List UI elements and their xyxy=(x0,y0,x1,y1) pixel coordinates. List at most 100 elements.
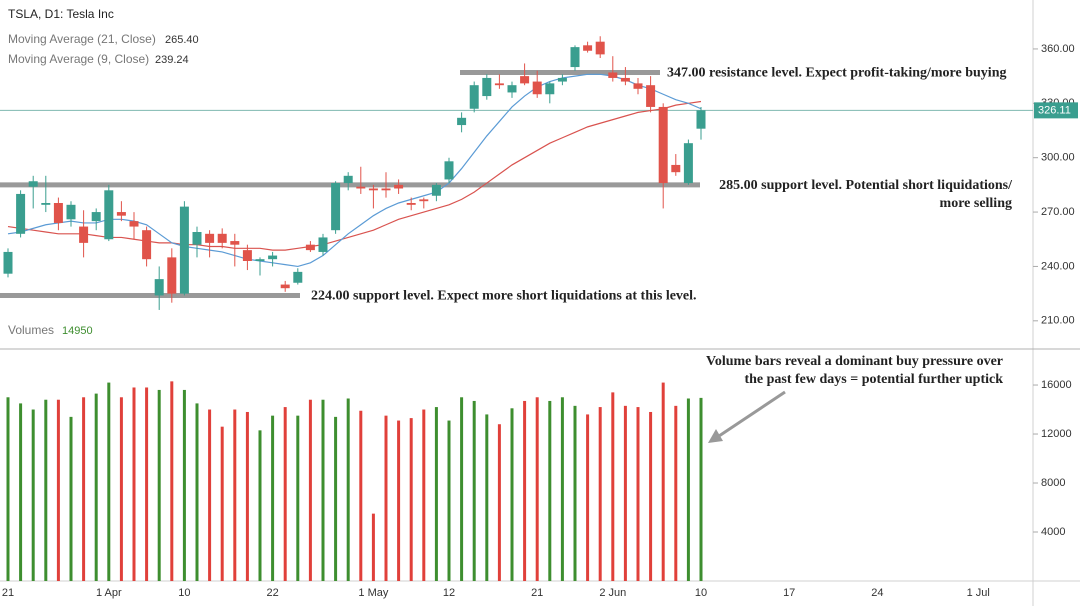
moving-average-line xyxy=(7,100,702,251)
volume-bar xyxy=(271,415,275,581)
volume-bar xyxy=(384,415,388,581)
last-price-box xyxy=(1034,102,1078,119)
volume-bar xyxy=(611,392,615,581)
annotation-text: 285.00 support level. Potential short li… xyxy=(719,178,1013,193)
x-tick-label: 10 xyxy=(178,587,190,599)
candle-body xyxy=(583,45,593,51)
annotation-arrowhead xyxy=(708,429,723,443)
legend-label: Moving Average (9, Close) xyxy=(8,52,149,66)
candle-body xyxy=(595,41,605,55)
candle-body xyxy=(696,110,706,129)
candle-body xyxy=(41,203,51,205)
candle-body xyxy=(205,233,215,243)
volume-bar xyxy=(56,399,60,581)
candle-body xyxy=(394,184,404,189)
volume-bar xyxy=(586,414,590,581)
candle-body xyxy=(608,72,618,78)
legend-value: 265.40 xyxy=(165,34,199,46)
x-tick-label: 17 xyxy=(783,587,795,599)
candle-body xyxy=(255,259,265,261)
candle-body xyxy=(28,181,38,187)
volume-bar xyxy=(623,405,627,581)
candle-body xyxy=(406,203,416,205)
volume-bar xyxy=(321,399,325,581)
volume-bar xyxy=(132,387,136,581)
last-price-label: 326.11 xyxy=(1038,104,1071,116)
candle-body xyxy=(91,212,101,222)
y-tick-label: 300.00 xyxy=(1041,152,1075,164)
volume-bar xyxy=(245,411,249,581)
candle-body xyxy=(154,279,164,296)
volume-bar xyxy=(296,415,300,581)
candle-body xyxy=(268,255,278,260)
candle-body xyxy=(520,76,530,84)
volume-bar xyxy=(233,409,237,581)
candle-body xyxy=(217,233,227,243)
volume-bar xyxy=(598,407,602,581)
y-tick-label: 8000 xyxy=(1041,477,1065,489)
legend-value: 239.24 xyxy=(155,54,189,66)
volume-bar xyxy=(157,389,161,581)
candle-body xyxy=(356,186,366,189)
candle-body xyxy=(419,199,429,202)
candle-body xyxy=(179,206,189,294)
volume-bar xyxy=(472,400,476,581)
volume-bar xyxy=(94,393,98,581)
candle-body xyxy=(104,190,114,240)
candle-body xyxy=(658,106,668,184)
volume-bar xyxy=(182,389,186,581)
y-tick-label: 360.00 xyxy=(1041,43,1075,55)
x-tick-label: 12 xyxy=(443,587,455,599)
volume-bar xyxy=(31,409,35,581)
annotation-text: 224.00 support level. Expect more short … xyxy=(311,289,697,304)
x-tick-label: 1 May xyxy=(358,587,388,599)
candle-body xyxy=(293,271,303,283)
candle-body xyxy=(53,203,63,223)
candle-body xyxy=(457,117,467,126)
volume-bar xyxy=(208,409,212,581)
candle-body xyxy=(280,284,290,289)
x-tick-label: 22 xyxy=(266,587,278,599)
volume-bar xyxy=(497,424,501,581)
candle-body xyxy=(646,85,656,107)
candle-body xyxy=(16,193,26,234)
candle-body xyxy=(305,244,315,251)
y-tick-label: 210.00 xyxy=(1041,315,1075,327)
volume-bar xyxy=(674,405,678,581)
candle-body xyxy=(192,232,202,245)
annotation-text: Volume bars reveal a dominant buy pressu… xyxy=(706,354,1003,369)
volume-bar xyxy=(434,407,438,581)
chart-title: TSLA, D1: Tesla Inc xyxy=(8,7,114,21)
candle-body xyxy=(142,230,152,260)
x-tick-label: 21 xyxy=(2,587,14,599)
legend-label: Moving Average (21, Close) xyxy=(8,32,156,46)
volume-bar xyxy=(334,416,338,581)
volume-title: Volumes xyxy=(8,323,54,337)
volume-bar xyxy=(170,381,174,581)
volume-bar xyxy=(145,387,149,581)
volume-bar xyxy=(510,408,514,581)
y-tick-label: 16000 xyxy=(1041,379,1072,391)
candle-body xyxy=(116,212,126,216)
volume-bar xyxy=(535,397,539,581)
candle-body xyxy=(570,47,580,68)
volume-bar xyxy=(397,420,401,581)
x-tick-label: 24 xyxy=(871,587,883,599)
volume-bar xyxy=(548,400,552,581)
volume-bar xyxy=(69,416,73,581)
volume-bar xyxy=(422,409,426,581)
volume-bar xyxy=(523,400,527,581)
volume-bar xyxy=(346,398,350,581)
candle-body xyxy=(482,77,492,97)
volume-bar xyxy=(560,397,564,581)
volume-bar xyxy=(371,513,375,581)
candle-body xyxy=(66,204,76,220)
volume-bar xyxy=(686,398,690,581)
volume-bar xyxy=(573,405,577,581)
volume-bar xyxy=(119,397,123,581)
volume-value: 14950 xyxy=(62,325,93,337)
candle-body xyxy=(431,184,441,196)
volume-bar xyxy=(636,407,640,581)
